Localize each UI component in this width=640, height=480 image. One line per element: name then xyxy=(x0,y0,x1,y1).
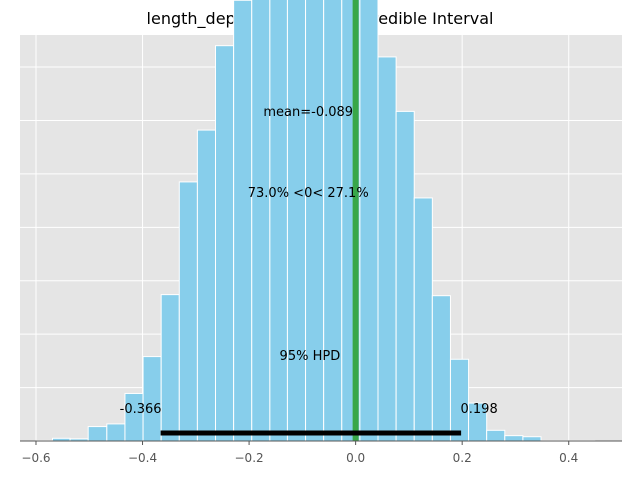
x-tick-label: −0.6 xyxy=(21,451,50,465)
histogram-bar xyxy=(359,0,379,442)
hpd-low-label: -0.366 xyxy=(120,402,162,417)
histogram-bar xyxy=(286,0,307,442)
annotations: mean=-0.089 73.0% <0< 27.1% 95% HPD -0.3… xyxy=(120,105,498,417)
histogram-bar xyxy=(323,0,343,442)
hpd-label: 95% HPD xyxy=(280,349,341,364)
histogram-bar xyxy=(87,426,108,442)
histogram-bar xyxy=(413,197,433,442)
x-axis: −0.6 −0.4 −0.2 0.0 0.2 0.4 xyxy=(20,440,622,465)
histogram-bar xyxy=(142,356,162,442)
hpd-high-label: 0.198 xyxy=(461,402,498,417)
histogram-bars xyxy=(36,0,596,442)
histogram-bar xyxy=(305,0,325,442)
histogram-bar xyxy=(504,435,524,442)
histogram-bar xyxy=(522,436,542,442)
histogram-bar xyxy=(269,0,288,442)
x-tick-label: 0.4 xyxy=(559,451,578,465)
x-tick-label: −0.2 xyxy=(235,451,264,465)
overlays xyxy=(160,0,462,442)
histogram-bar xyxy=(377,56,397,442)
histogram-bar xyxy=(124,392,144,442)
histogram-bar xyxy=(251,0,271,442)
histogram-bar xyxy=(486,429,506,442)
histogram-bar xyxy=(449,358,470,442)
reference-label: 73.0% <0< 27.1% xyxy=(248,186,369,201)
x-tick-label: −0.4 xyxy=(128,451,157,465)
histogram-bar xyxy=(233,0,253,442)
mean-label: mean=-0.089 xyxy=(263,105,353,120)
histogram-bar xyxy=(431,295,451,442)
histogram-bar xyxy=(215,45,235,442)
histogram-bar xyxy=(196,129,217,442)
x-tick-label: 0.2 xyxy=(453,451,472,465)
histogram-bar xyxy=(160,294,180,442)
histogram-bar xyxy=(395,110,415,442)
histogram-bar xyxy=(106,423,126,442)
histogram-bar xyxy=(178,181,198,442)
x-tick-label: 0.0 xyxy=(346,451,365,465)
reference-line xyxy=(352,0,359,442)
